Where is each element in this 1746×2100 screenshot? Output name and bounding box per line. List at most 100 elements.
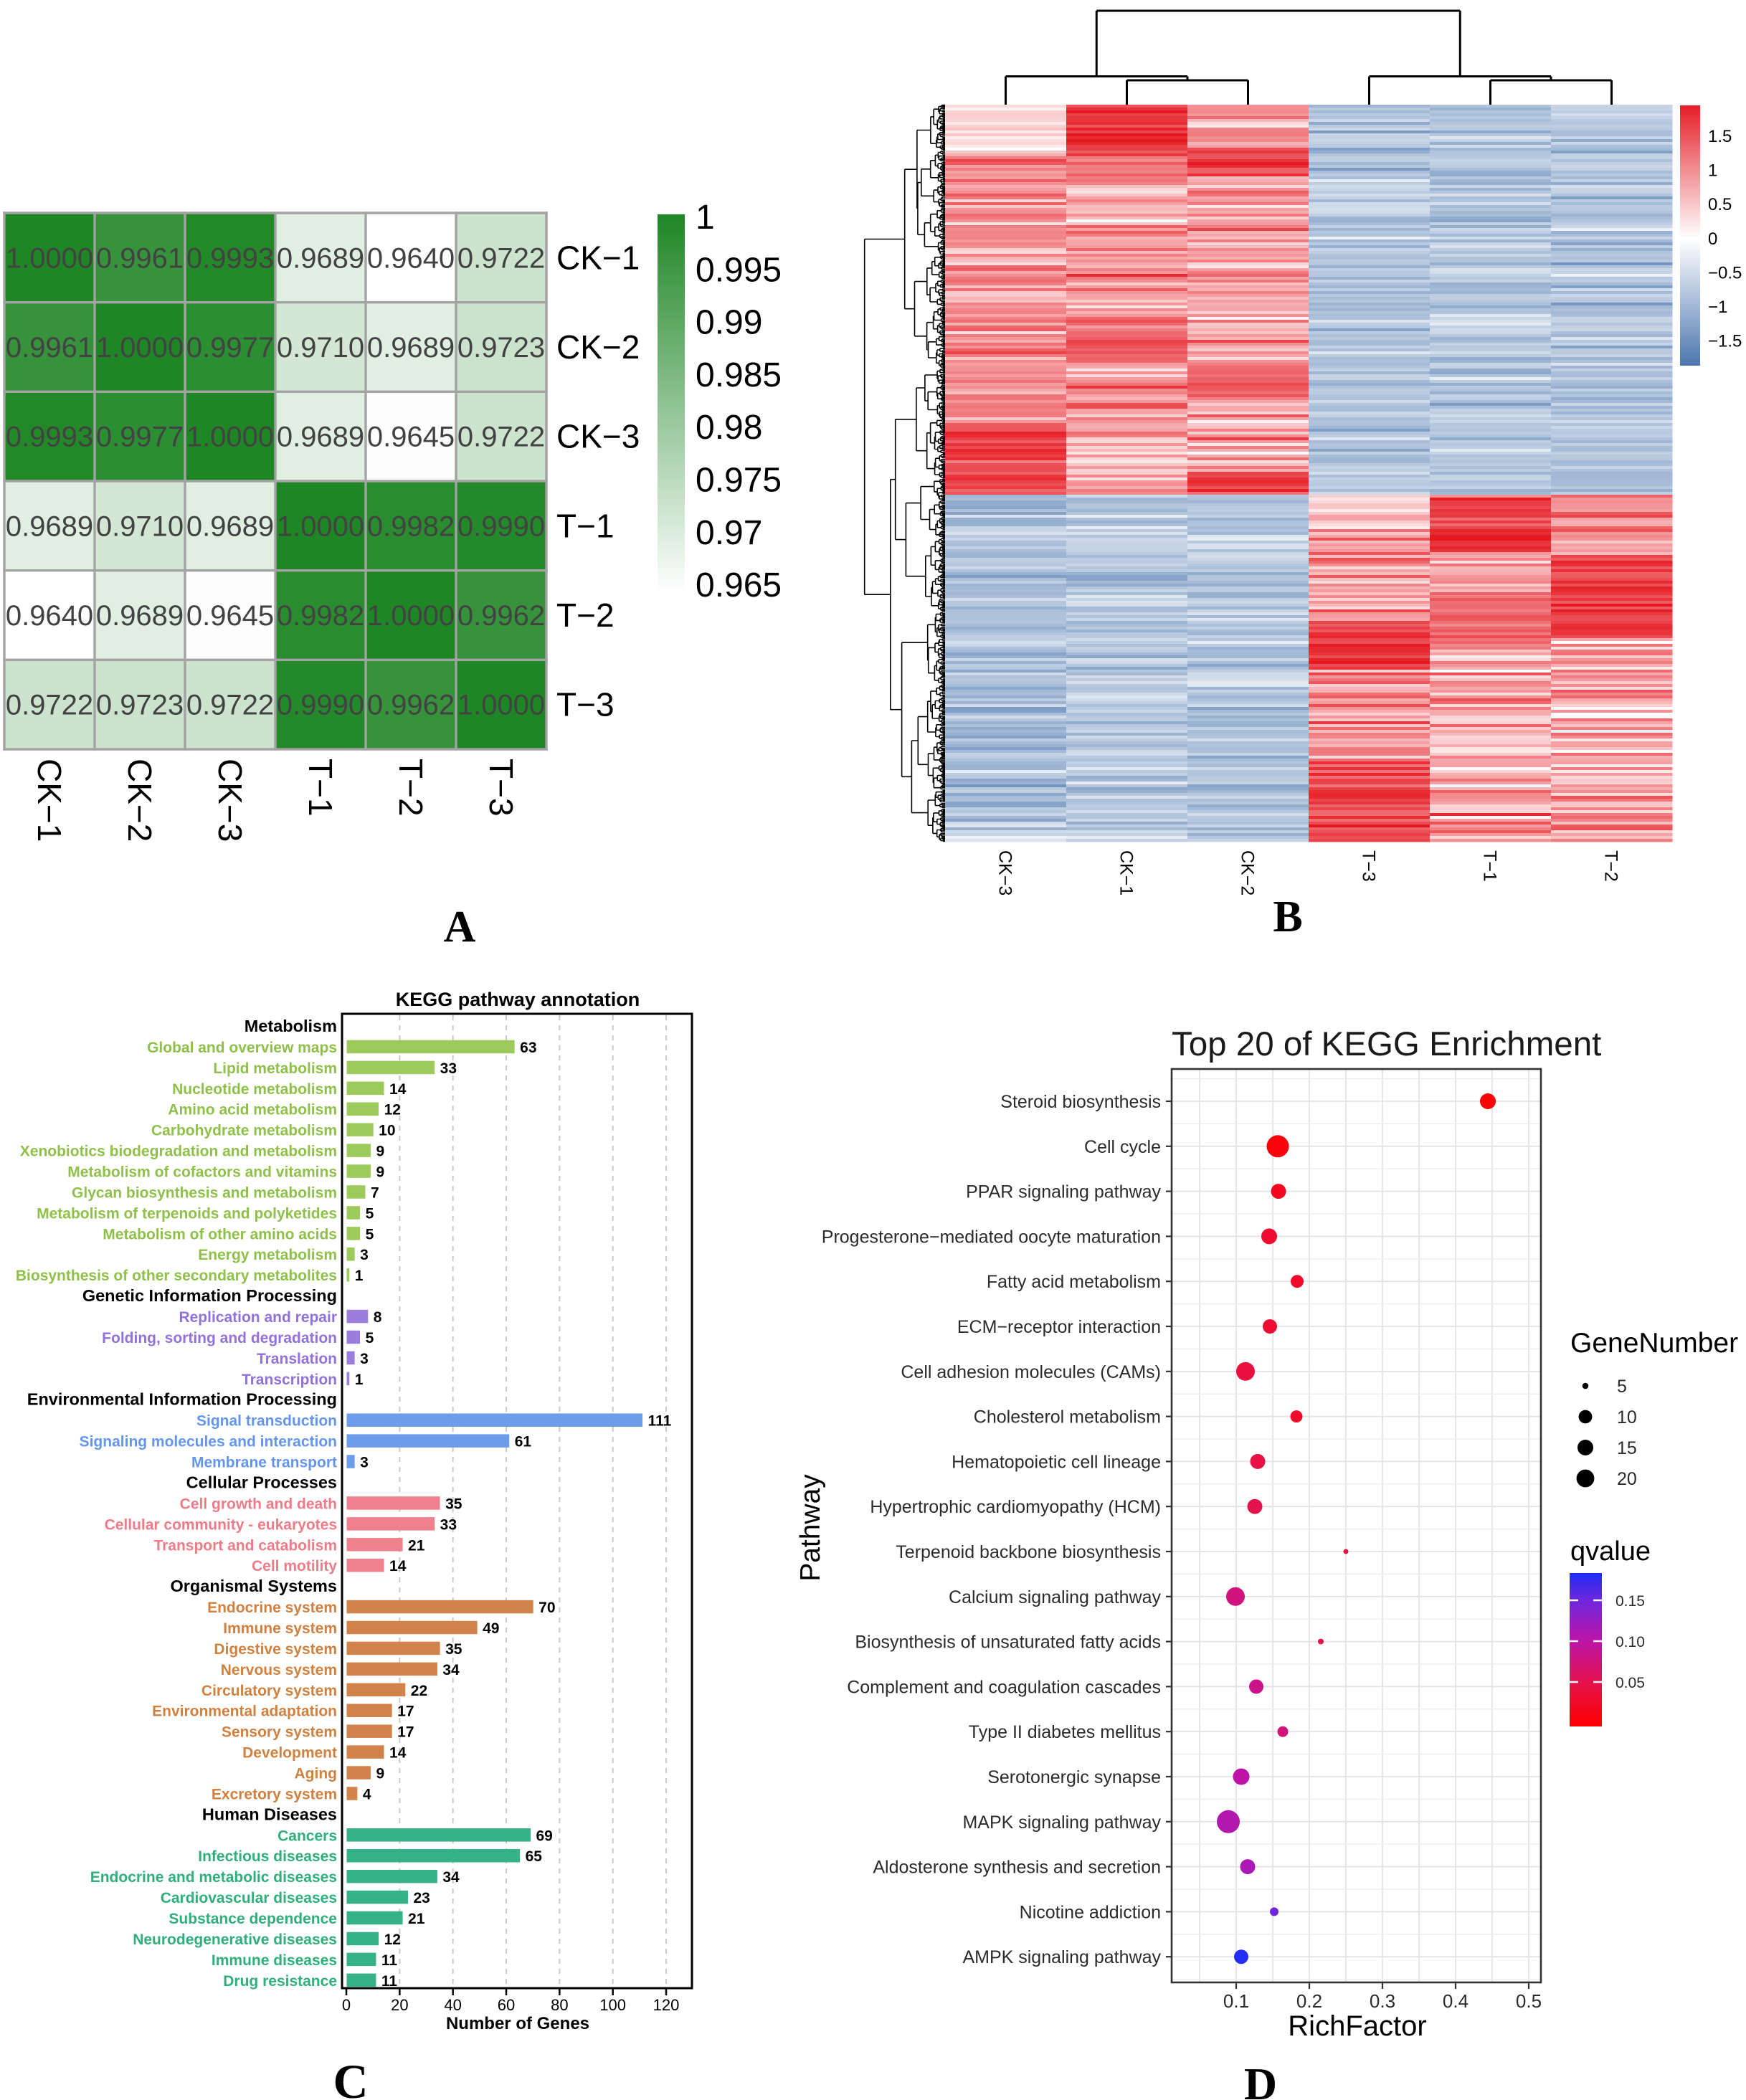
svg-text:ECM−receptor interaction: ECM−receptor interaction — [957, 1317, 1161, 1337]
svg-text:0.97: 0.97 — [696, 514, 762, 552]
svg-text:T−2: T−2 — [392, 759, 430, 817]
svg-text:CK−3: CK−3 — [995, 850, 1015, 895]
svg-text:Folding, sorting and degradati: Folding, sorting and degradation — [102, 1330, 337, 1346]
svg-text:Fatty acid metabolism: Fatty acid metabolism — [987, 1272, 1161, 1292]
svg-text:0.10: 0.10 — [1615, 1634, 1645, 1650]
svg-text:D: D — [1244, 2058, 1277, 2100]
svg-text:0: 0 — [1708, 229, 1717, 249]
svg-text:61: 61 — [515, 1434, 532, 1450]
svg-text:0.5: 0.5 — [1708, 195, 1732, 214]
svg-text:0.9982: 0.9982 — [277, 600, 364, 632]
svg-text:Pathway: Pathway — [795, 1474, 826, 1582]
svg-text:111: 111 — [648, 1413, 672, 1430]
svg-text:Metabolism of cofactors and vi: Metabolism of cofactors and vitamins — [67, 1164, 337, 1181]
svg-text:Nervous system: Nervous system — [221, 1662, 337, 1678]
svg-text:7: 7 — [371, 1184, 379, 1201]
svg-text:A: A — [444, 903, 476, 951]
svg-text:11: 11 — [381, 1973, 398, 1990]
svg-text:14: 14 — [389, 1081, 407, 1098]
svg-text:0.9723: 0.9723 — [457, 332, 545, 364]
svg-text:0.9689: 0.9689 — [277, 422, 364, 453]
svg-text:Metabolism of terpenoids and p: Metabolism of terpenoids and polyketides — [37, 1205, 337, 1222]
svg-text:−1: −1 — [1708, 298, 1727, 317]
svg-text:15: 15 — [1617, 1438, 1637, 1458]
svg-text:Endocrine system: Endocrine system — [207, 1600, 337, 1616]
svg-text:Carbohydrate metabolism: Carbohydrate metabolism — [151, 1123, 337, 1139]
svg-text:8: 8 — [374, 1309, 382, 1326]
svg-text:Development: Development — [242, 1745, 337, 1762]
svg-text:3: 3 — [360, 1247, 369, 1263]
svg-text:23: 23 — [413, 1890, 430, 1906]
svg-text:T−3: T−3 — [1359, 850, 1379, 882]
svg-text:3: 3 — [360, 1455, 369, 1471]
svg-text:0.5: 0.5 — [1516, 1990, 1542, 2012]
svg-text:B: B — [1273, 893, 1302, 941]
svg-text:0.9722: 0.9722 — [457, 242, 545, 274]
svg-text:100: 100 — [599, 1996, 626, 2014]
svg-text:0.965: 0.965 — [696, 566, 782, 604]
svg-text:21: 21 — [408, 1911, 425, 1927]
svg-text:0.985: 0.985 — [696, 356, 782, 394]
svg-text:Transport and catabolism: Transport and catabolism — [153, 1537, 337, 1554]
svg-text:T−3: T−3 — [556, 686, 615, 723]
svg-text:Nucleotide metabolism: Nucleotide metabolism — [172, 1081, 337, 1098]
svg-text:63: 63 — [520, 1040, 536, 1056]
svg-text:Cancers: Cancers — [277, 1828, 337, 1844]
svg-text:5: 5 — [366, 1205, 374, 1222]
svg-text:Top 20 of KEGG Enrichment: Top 20 of KEGG Enrichment — [1172, 1025, 1601, 1063]
svg-text:12: 12 — [384, 1932, 401, 1948]
svg-text:0.9722: 0.9722 — [6, 690, 93, 721]
svg-text:CK−1: CK−1 — [31, 759, 68, 842]
svg-text:0.9689: 0.9689 — [6, 510, 93, 542]
svg-text:Signaling molecules and intera: Signaling molecules and interaction — [80, 1434, 337, 1450]
svg-text:0.9710: 0.9710 — [277, 332, 364, 364]
svg-text:10: 10 — [379, 1123, 395, 1139]
svg-text:35: 35 — [445, 1496, 462, 1512]
svg-text:4: 4 — [363, 1786, 371, 1802]
svg-text:Nicotine addiction: Nicotine addiction — [1020, 1902, 1161, 1922]
svg-text:RichFactor: RichFactor — [1288, 2010, 1426, 2042]
svg-text:11: 11 — [381, 1952, 398, 1969]
svg-text:0.9993: 0.9993 — [6, 422, 93, 453]
svg-text:0.9640: 0.9640 — [367, 242, 455, 274]
svg-text:1.5: 1.5 — [1708, 127, 1732, 146]
svg-text:0.9961: 0.9961 — [96, 242, 184, 274]
svg-text:35: 35 — [445, 1641, 462, 1658]
svg-text:Number of Genes: Number of Genes — [446, 2014, 589, 2033]
svg-text:0.9689: 0.9689 — [367, 332, 455, 364]
svg-text:Cellular community - eukaryote: Cellular community - eukaryotes — [105, 1516, 337, 1533]
svg-text:1.0000: 1.0000 — [6, 242, 93, 274]
svg-text:Infectious diseases: Infectious diseases — [198, 1848, 337, 1865]
svg-text:5: 5 — [366, 1226, 374, 1243]
svg-text:Cell cycle: Cell cycle — [1084, 1137, 1161, 1157]
svg-text:Glycan biosynthesis and metabo: Glycan biosynthesis and metabolism — [72, 1184, 337, 1201]
svg-text:Terpenoid backbone biosynthesi: Terpenoid backbone biosynthesis — [896, 1542, 1161, 1562]
svg-text:0.3: 0.3 — [1370, 1990, 1395, 2012]
svg-text:1: 1 — [696, 199, 715, 237]
svg-text:1: 1 — [355, 1268, 364, 1284]
svg-text:Translation: Translation — [257, 1351, 337, 1367]
svg-text:T−3: T−3 — [483, 759, 520, 817]
svg-text:70: 70 — [538, 1600, 555, 1616]
svg-text:Replication and repair: Replication and repair — [179, 1309, 337, 1326]
svg-text:69: 69 — [536, 1828, 552, 1844]
svg-text:Lipid metabolism: Lipid metabolism — [213, 1060, 337, 1077]
svg-text:34: 34 — [442, 1662, 460, 1678]
svg-text:CK−3: CK−3 — [212, 759, 249, 842]
svg-text:CK−1: CK−1 — [1116, 850, 1137, 895]
svg-text:5: 5 — [1617, 1377, 1627, 1397]
svg-text:1: 1 — [1708, 161, 1717, 181]
svg-text:0.9977: 0.9977 — [96, 422, 184, 453]
svg-text:21: 21 — [408, 1537, 425, 1554]
svg-text:CK−2: CK−2 — [121, 759, 158, 842]
svg-text:0.995: 0.995 — [696, 251, 782, 289]
svg-text:Aldosterone synthesis and secr: Aldosterone synthesis and secretion — [873, 1858, 1161, 1878]
svg-text:Hematopoietic cell lineage: Hematopoietic cell lineage — [952, 1452, 1161, 1472]
svg-text:Steroid biosynthesis: Steroid biosynthesis — [1000, 1092, 1161, 1112]
svg-text:0.98: 0.98 — [696, 409, 762, 447]
svg-text:0.05: 0.05 — [1615, 1675, 1645, 1691]
svg-text:Environmental adaptation: Environmental adaptation — [152, 1704, 337, 1720]
svg-text:Digestive system: Digestive system — [214, 1641, 337, 1658]
svg-text:0.9962: 0.9962 — [367, 690, 455, 721]
svg-text:Energy metabolism: Energy metabolism — [198, 1247, 337, 1263]
